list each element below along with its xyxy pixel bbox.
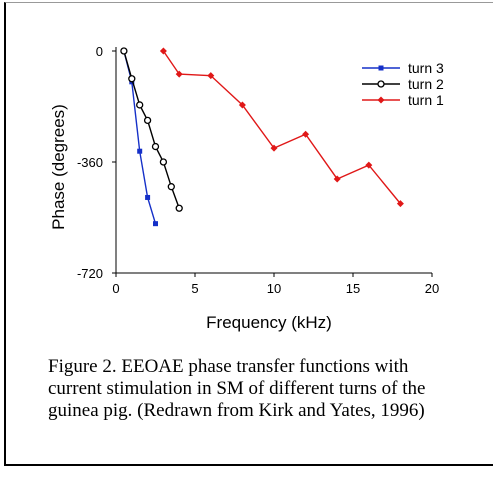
chart-axes: 0 5 10 15 20 0 -360 -720	[77, 44, 439, 296]
data-point-turn-1	[396, 200, 404, 208]
data-point-turn-2	[159, 158, 168, 166]
data-point-turn-2	[167, 183, 175, 191]
data-point-turn-1	[159, 47, 167, 55]
caption-line-2: current stimulation in SM of different t…	[48, 378, 426, 399]
figure-caption: Figure 2. EEOAE phase transfer functions…	[48, 356, 468, 422]
data-point-turn-1	[175, 70, 183, 78]
caption-line-1: Figure 2. EEOAE phase transfer functions…	[48, 356, 409, 377]
caption-line-3: guinea pig. (Redrawn from Kirk and Yates…	[48, 400, 425, 421]
data-point-turn-1	[365, 161, 373, 169]
data-point-turn-2	[151, 142, 160, 151]
legend-label-turn-1: turn 1	[408, 92, 444, 108]
data-point-turn-1	[333, 175, 341, 183]
y-tick-label: 0	[96, 44, 103, 59]
data-point-turn-1	[238, 101, 246, 109]
data-point-turn-2	[120, 47, 128, 55]
legend-marker-turn-1	[377, 96, 385, 104]
data-point-turn-2	[143, 116, 152, 125]
x-tick-label: 20	[425, 281, 439, 296]
data-point-turn-3	[137, 148, 143, 154]
legend-marker-turn-3	[378, 65, 384, 71]
x-tick-label: 0	[112, 281, 119, 296]
data-point-turn-3	[153, 221, 158, 227]
x-tick-label: 15	[346, 281, 360, 296]
data-point-turn-1	[270, 144, 278, 152]
series-turn-1	[159, 47, 404, 208]
figure-frame	[4, 2, 493, 466]
data-point-turn-2	[175, 204, 183, 212]
series-line-turn-2	[123, 50, 180, 209]
x-tick-label: 5	[191, 281, 198, 296]
y-tick-label: -360	[77, 155, 103, 170]
series-turn-2	[120, 47, 183, 212]
series-line-turn-1	[162, 50, 401, 205]
data-point-turn-2	[128, 75, 136, 83]
data-point-turn-1	[207, 72, 215, 80]
x-tick-label: 10	[267, 281, 281, 296]
data-point-turn-1	[302, 130, 310, 138]
x-axis-title: Frequency (kHz)	[206, 313, 332, 332]
chart-series	[120, 47, 404, 227]
data-point-turn-3	[145, 194, 151, 200]
legend-label-turn-3: turn 3	[408, 60, 444, 76]
legend-marker-turn-2	[377, 80, 385, 88]
y-axis-title: Phase (degrees)	[49, 104, 68, 230]
data-point-turn-2	[136, 101, 144, 109]
series-line-turn-3	[123, 50, 157, 224]
legend-label-turn-2: turn 2	[408, 76, 444, 92]
y-tick-label: -720	[77, 266, 103, 281]
